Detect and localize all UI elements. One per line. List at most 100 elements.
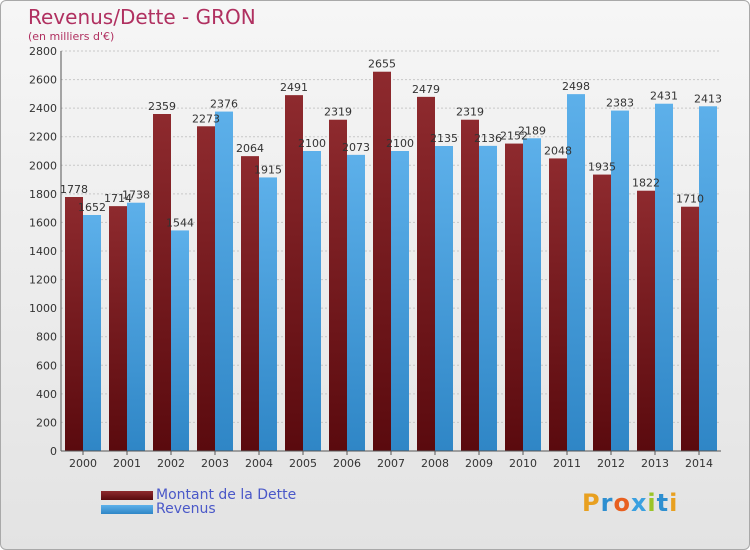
value-label-revenue: 1738 [122, 189, 150, 202]
y-tick-label: 1400 [29, 245, 57, 258]
value-label-revenue: 2136 [474, 132, 502, 145]
x-tick-label: 2000 [69, 457, 97, 470]
bar-debt [329, 119, 347, 451]
value-label-revenue: 2100 [298, 137, 326, 150]
value-label-debt: 2479 [412, 83, 440, 96]
y-tick-label: 1800 [29, 188, 57, 201]
y-tick-label: 600 [36, 359, 57, 372]
value-label-debt: 2359 [148, 100, 176, 113]
value-label-revenue: 2498 [562, 80, 590, 93]
value-label-revenue: 1544 [166, 216, 194, 229]
bar-revenue [259, 177, 277, 451]
bar-debt [109, 206, 127, 451]
y-tick-label: 800 [36, 331, 57, 344]
value-label-revenue: 2135 [430, 132, 458, 145]
x-tick-label: 2014 [685, 457, 713, 470]
y-tick-label: 1000 [29, 302, 57, 315]
value-label-revenue: 2413 [694, 92, 722, 105]
x-tick-label: 2004 [245, 457, 273, 470]
bar-revenue [435, 146, 453, 451]
bar-revenue [215, 111, 233, 452]
bar-revenue [303, 151, 321, 451]
proxiti-logo: Proxiti [582, 489, 679, 517]
bar-revenue [127, 202, 145, 451]
value-label-debt: 2319 [324, 106, 352, 119]
x-tick-label: 2013 [641, 457, 669, 470]
bar-debt [505, 143, 523, 452]
x-tick-label: 2008 [421, 457, 449, 470]
value-label-revenue: 2431 [650, 90, 678, 103]
value-label-debt: 1714 [104, 192, 132, 205]
value-label-revenue: 2376 [210, 98, 238, 111]
value-label-revenue: 2073 [342, 141, 370, 154]
bar-revenue [523, 138, 541, 452]
y-tick-label: 200 [36, 416, 57, 429]
value-label-debt: 2152 [500, 130, 528, 143]
bar-debt [681, 206, 699, 451]
legend-swatch-revenue [101, 504, 153, 514]
x-tick-label: 2006 [333, 457, 361, 470]
y-tick-label: 2200 [29, 131, 57, 144]
legend-item-debt: Montant de la Dette [101, 487, 297, 503]
y-tick-label: 2800 [29, 45, 57, 58]
bar-debt [637, 190, 655, 451]
bar-debt [153, 114, 171, 451]
bar-revenue [567, 94, 585, 452]
value-label-debt: 2655 [368, 58, 396, 71]
value-label-debt: 1822 [632, 177, 660, 190]
chart-title: Revenus/Dette - GRON [28, 5, 256, 29]
y-tick-label: 2400 [29, 102, 57, 115]
x-tick-label: 2007 [377, 457, 405, 470]
value-label-debt: 1710 [676, 193, 704, 206]
legend-item-revenue: Revenus [101, 501, 216, 517]
x-tick-label: 2002 [157, 457, 185, 470]
y-tick-label: 1600 [29, 216, 57, 229]
legend-label-revenue: Revenus [156, 501, 216, 517]
bar-debt [593, 174, 611, 452]
y-tick-label: 2600 [29, 74, 57, 87]
bar-debt [373, 71, 391, 451]
bar-debt [285, 95, 303, 452]
value-label-debt: 1778 [60, 183, 88, 196]
legend-label-debt: Montant de la Dette [156, 487, 297, 503]
x-tick-label: 2003 [201, 457, 229, 470]
bar-revenue [479, 145, 497, 451]
chart-subtitle: (en milliers d'€) [28, 30, 115, 43]
x-tick-label: 2011 [553, 457, 581, 470]
value-label-revenue: 2100 [386, 137, 414, 150]
bar-revenue [171, 230, 189, 451]
value-label-debt: 2273 [192, 112, 220, 125]
x-tick-label: 2001 [113, 457, 141, 470]
y-tick-label: 1200 [29, 274, 57, 287]
bar-revenue [347, 154, 365, 451]
value-label-revenue: 1652 [78, 201, 106, 214]
value-label-revenue: 1915 [254, 163, 282, 176]
y-tick-label: 2000 [29, 159, 57, 172]
x-tick-label: 2009 [465, 457, 493, 470]
value-label-debt: 2491 [280, 81, 308, 94]
y-tick-label: 400 [36, 388, 57, 401]
value-label-debt: 1935 [588, 161, 616, 174]
value-label-debt: 2064 [236, 142, 264, 155]
y-tick-label: 0 [50, 445, 57, 458]
x-tick-label: 2010 [509, 457, 537, 470]
bar-debt [65, 197, 83, 451]
value-label-debt: 2319 [456, 106, 484, 119]
x-tick-label: 2005 [289, 457, 317, 470]
bar-debt [417, 96, 435, 451]
bar-debt [197, 126, 215, 452]
bar-revenue [611, 110, 629, 452]
bar-debt [549, 158, 567, 451]
value-label-revenue: 2383 [606, 97, 634, 110]
bar-debt [461, 119, 479, 451]
bar-revenue [655, 103, 673, 451]
bar-revenue [699, 106, 717, 452]
x-tick-label: 2012 [597, 457, 625, 470]
legend-swatch-debt [101, 490, 153, 500]
value-label-debt: 2048 [544, 144, 572, 157]
bar-debt [241, 156, 259, 451]
bar-revenue [83, 215, 101, 451]
bar-revenue [391, 151, 409, 451]
